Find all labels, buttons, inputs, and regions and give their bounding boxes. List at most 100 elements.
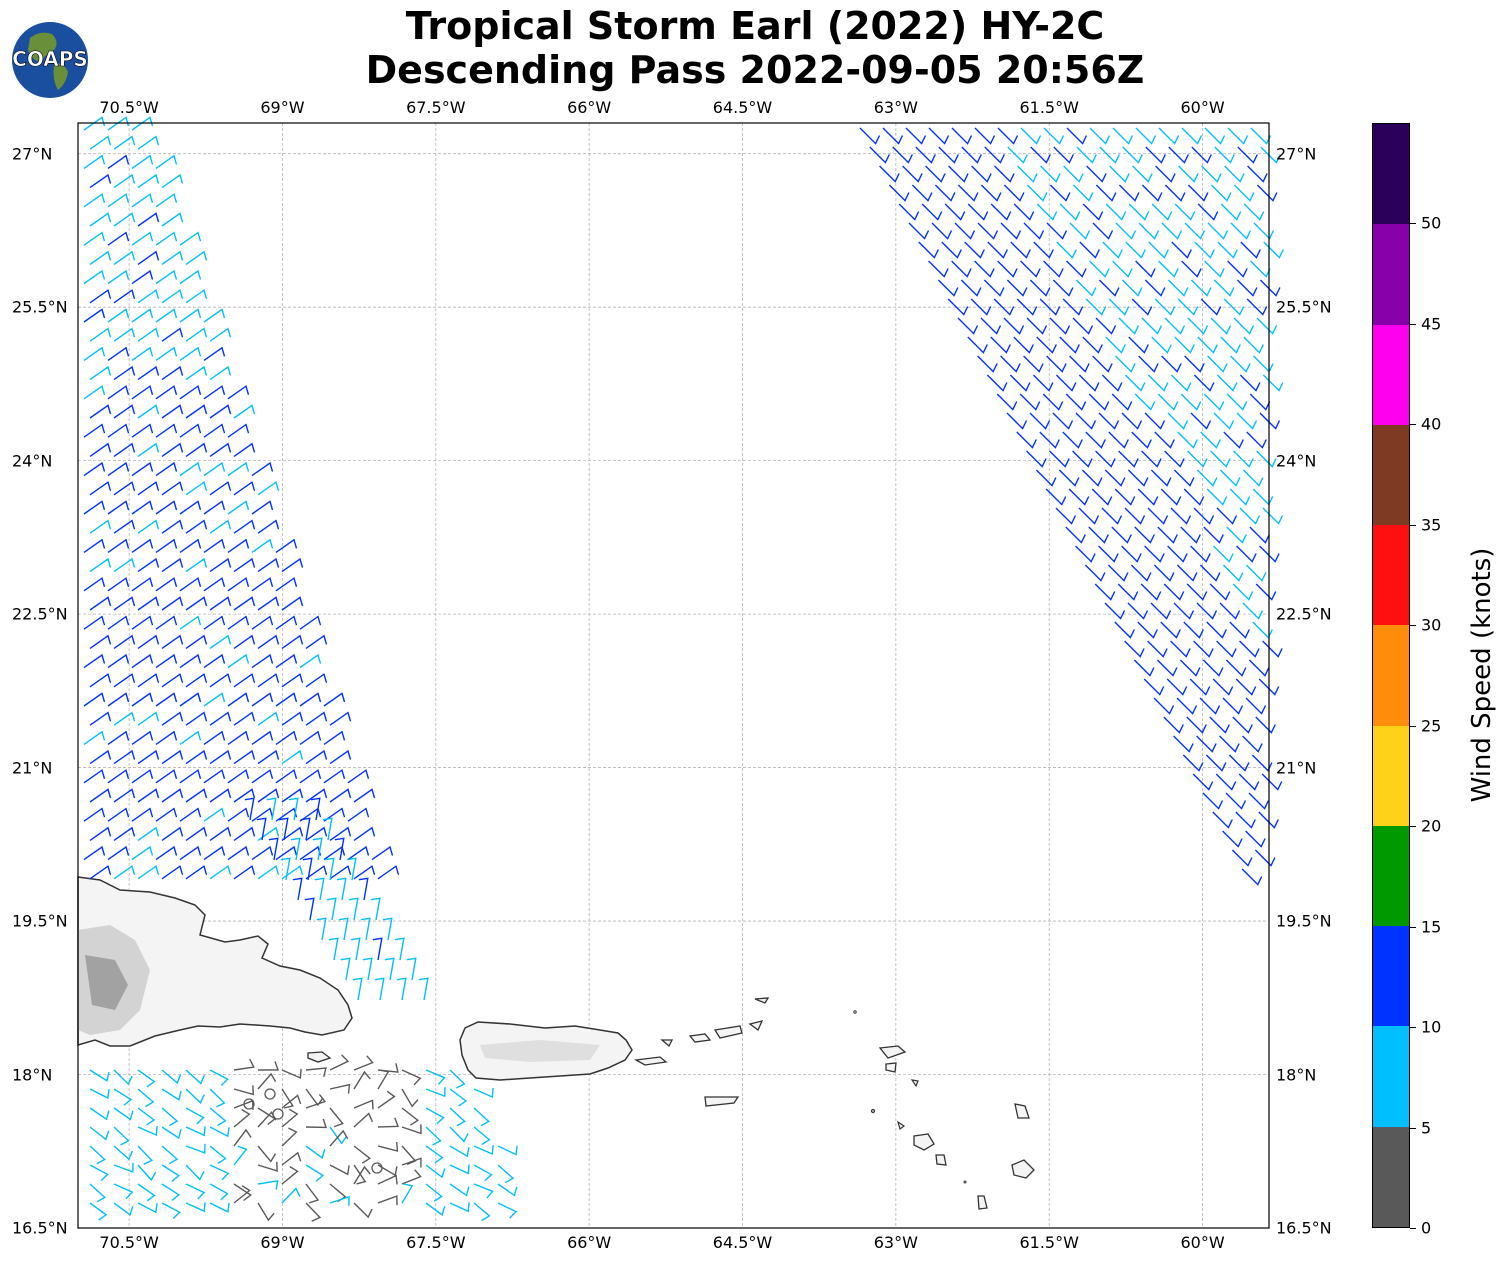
wind-barb [1213,412,1235,430]
wind-barb [113,1202,134,1216]
y-tick-label-right: 27°N [1276,144,1317,164]
wind-barb [921,203,943,221]
wind-barb [131,730,154,745]
wind-barb [1161,222,1183,240]
wind-barb [1130,564,1152,582]
wind-barb [161,1145,179,1165]
wind-barb [209,1126,230,1138]
wind-barb [281,1108,299,1128]
wind-barb [155,730,178,745]
wind-barb [137,557,160,573]
wind-barb [1154,298,1176,316]
wind-barb [908,222,930,240]
wind-barb [1258,811,1279,829]
wind-barb [396,977,407,1001]
wind-barb [227,653,250,669]
wind-barb [185,1143,206,1154]
wind-barb [1150,602,1172,620]
wind-barb [266,797,277,821]
wind-barb [1013,203,1035,221]
wind-barb [257,1072,277,1090]
wind-barb [1043,127,1065,145]
wind-barb [425,1183,443,1202]
wind-barb [113,1183,134,1200]
wind-barb [1158,127,1180,145]
puerto-rico-relief [480,1040,600,1062]
wind-barb [1184,355,1205,373]
wind-barb [1242,469,1264,487]
wind-barb [203,615,226,630]
wind-barb [1255,716,1276,734]
wind-barb [107,500,130,515]
wind-barb [1253,222,1275,240]
wind-barb [353,1164,367,1185]
wind-barb [1225,659,1247,677]
wind-barb [305,1202,322,1222]
x-tick-label-bottom: 70.5°W [99,1233,159,1252]
wind-barb [233,634,256,649]
wind-barb [1013,336,1034,354]
wind-barb [137,673,160,688]
x-tick-label-bottom: 69°W [260,1233,305,1252]
wind-barb [1036,203,1058,221]
wind-barb [251,807,274,822]
wind-barb [1112,260,1133,278]
wind-barb [203,692,226,707]
wind-barb [233,826,256,841]
wind-barb [449,1107,466,1127]
wind-barb [185,788,208,803]
wind-barb [89,865,112,880]
wind-barb [257,826,280,841]
wind-barb [185,557,208,573]
wind-barb [934,184,956,202]
wind-barb [179,577,202,592]
colorbar-tick-mark [1410,524,1416,526]
wind-barb [353,826,376,841]
wind-barb [161,481,184,496]
wind-barb [1040,165,1061,183]
wind-barb [256,817,267,841]
wind-barb [281,1088,294,1109]
wind-barb [1098,412,1120,430]
wind-barb [227,461,250,477]
wind-barb [131,577,154,592]
wind-barb [305,711,328,726]
wind-barb [1256,450,1277,468]
calm-wind-markers [243,1088,383,1174]
wind-barb [161,173,184,189]
wind-barb [275,653,298,669]
wind-barb [336,877,347,901]
wind-barb [1216,640,1237,658]
wind-barb [370,897,381,921]
wind-barb [971,165,992,183]
wind-barb [329,1054,350,1071]
wind-barb [203,385,226,400]
wind-barb [326,897,337,921]
wind-barb [1205,754,1227,772]
wind-barb [305,634,328,649]
wind-barb [155,269,178,285]
wind-barb [203,577,226,592]
wind-barb [1046,222,1068,240]
wind-barb [1190,279,1212,297]
wind-barb [1072,184,1094,202]
wind-barb [1186,583,1208,601]
wind-barb [107,385,130,400]
wind-barb [1088,526,1109,544]
wind-barb [358,877,369,901]
colorbar-tick-label: 0 [1421,1218,1432,1238]
wind-barb [1000,222,1022,240]
colorbar-tick-mark [1410,424,1416,426]
coaps-logo: COAPS [12,22,88,98]
wind-barb [1200,431,1221,449]
wind-barb [83,538,106,553]
wind-barb [1115,222,1137,240]
wind-barb [251,577,274,592]
wind-barb [1238,773,1260,791]
wind-barb [1171,241,1192,259]
wind-barb [1222,697,1244,715]
wind-barb [1114,488,1136,506]
wind-barb [155,500,178,515]
colorbar-tick-mark [1410,826,1416,828]
wind-barb [338,917,349,941]
